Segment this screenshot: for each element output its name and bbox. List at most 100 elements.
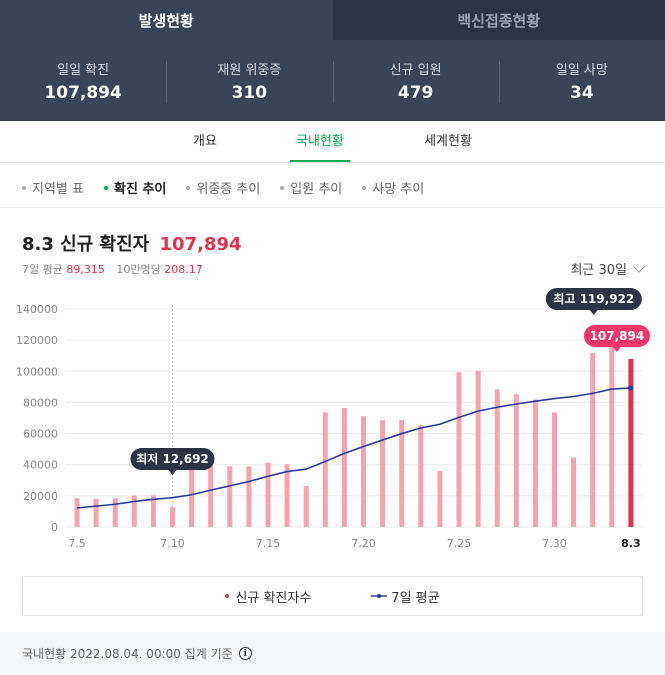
max-callout-bg	[545, 288, 642, 310]
x-tick-label: 8.3	[621, 537, 641, 550]
stat-value: 479	[397, 82, 434, 103]
y-tick-label: 40000	[23, 459, 58, 472]
tab-global[interactable]: 세계현황	[424, 134, 472, 149]
per-100k-label: 10만명당	[116, 263, 161, 276]
bar	[609, 340, 615, 527]
tab-vaccination[interactable]: 백신접종현황	[332, 0, 665, 40]
chart-headline: 8.3 신규 확진자 107,894	[22, 230, 242, 256]
bar	[361, 416, 366, 527]
divider	[0, 207, 665, 208]
bar	[475, 370, 481, 527]
chart-subline: 7일 평균 89,315 10만명당 208.17	[22, 261, 203, 277]
bullet-icon	[362, 185, 367, 190]
legend-label: 신규 확진자수	[235, 590, 312, 606]
headline-value: 107,894	[159, 234, 242, 255]
stat-label: 신규 입원	[389, 62, 442, 78]
filter-confirmed-trend[interactable]: 확진 추이	[103, 178, 167, 197]
bar	[150, 495, 156, 527]
filter-label: 입원 추이	[290, 182, 343, 197]
max-callout-text: 최고 119,922	[553, 291, 634, 306]
avg-label: 7일 평균	[22, 263, 63, 276]
filter-label: 확진 추이	[113, 182, 167, 197]
avg-line	[76, 387, 631, 509]
bullet-icon	[280, 185, 285, 190]
legend-label: 7일 평균	[391, 590, 440, 606]
bar	[494, 389, 500, 527]
stat-severe: 재원 위중증 310	[166, 59, 332, 103]
legend-line-icon	[371, 594, 388, 598]
bar	[74, 498, 80, 527]
stat-value: 34	[570, 82, 594, 103]
tab-occurrence[interactable]: 발생현황	[0, 0, 333, 40]
bar	[571, 457, 577, 527]
bar	[208, 464, 214, 527]
y-tick-label: 120000	[16, 334, 58, 347]
period-label: 최근 30일	[570, 263, 627, 278]
bar	[399, 420, 405, 527]
bar	[513, 394, 519, 527]
bar	[456, 372, 462, 527]
filter-label: 사망 추이	[372, 182, 425, 197]
stat-new-admission: 신규 입원 479	[332, 59, 499, 103]
period-dropdown[interactable]: 최근 30일	[570, 259, 645, 278]
x-tick-label: 7.25	[447, 537, 472, 550]
footer-note: 국내현황 2022.08.04. 00:00 집계 기준 i	[0, 632, 665, 675]
avg-value: 89,315	[66, 263, 105, 276]
bar	[628, 358, 634, 527]
filter-region-table[interactable]: 지역별 표	[22, 178, 84, 197]
filter-severe-trend[interactable]: 위중증 추이	[186, 178, 260, 197]
chart-legend: 신규 확진자수 7일 평균	[22, 576, 643, 616]
bullet-icon	[22, 185, 26, 190]
stat-label: 재원 위중증	[217, 62, 282, 78]
bar	[284, 464, 290, 527]
bar	[552, 412, 557, 527]
bar	[418, 425, 424, 527]
bar	[437, 471, 443, 527]
bar	[341, 408, 347, 527]
sub-tabs: 개요 국내현황 세계현황	[0, 121, 665, 163]
chevron-down-icon	[633, 260, 645, 273]
max-callout-pointer	[589, 310, 598, 315]
x-tick-label: 7.30	[542, 537, 567, 550]
bar	[532, 399, 538, 527]
bar	[590, 352, 596, 527]
stat-value: 310	[231, 82, 268, 103]
legend-item-avg: 7일 평균	[371, 587, 440, 606]
info-icon[interactable]: i	[238, 647, 252, 660]
per-100k-value: 208.17	[164, 263, 203, 276]
bar	[303, 486, 309, 527]
bar	[170, 507, 175, 527]
min-callout-text: 최저 12,692	[136, 451, 209, 466]
x-tick-label: 7.10	[160, 537, 185, 550]
filter-death-trend[interactable]: 사망 추이	[362, 178, 424, 197]
bullet-icon	[103, 185, 108, 190]
bar	[131, 495, 137, 527]
filter-admission-trend[interactable]: 입원 추이	[280, 178, 342, 197]
current-callout-pointer	[612, 347, 621, 352]
headline-date: 8.3	[22, 234, 54, 255]
filter-label: 위중증 추이	[196, 182, 261, 197]
stat-daily-deaths: 일일 사망 34	[498, 59, 665, 103]
footer-text: 국내현황 2022.08.04. 00:00 집계 기준	[22, 647, 233, 661]
min-callout-bg	[130, 448, 215, 470]
confirmed-chart: 020000400006000080000100000120000140000 …	[16, 288, 650, 550]
stat-daily-confirmed: 일일 확진 107,894	[0, 59, 166, 103]
y-tick-label: 0	[51, 521, 58, 534]
x-tick-label: 7.15	[256, 537, 281, 550]
headline-title: 신규 확진자	[60, 234, 150, 255]
tab-overview[interactable]: 개요	[193, 134, 217, 149]
tab-domestic[interactable]: 국내현황	[290, 121, 350, 162]
bar	[189, 468, 195, 527]
stat-label: 일일 확진	[57, 62, 110, 78]
bar	[246, 466, 252, 527]
y-tick-label: 140000	[16, 303, 58, 316]
bar	[265, 462, 271, 527]
avg-point	[628, 385, 634, 391]
chart-filters: 지역별 표 확진 추이 위중증 추이 입원 추이 사망 추이	[22, 178, 444, 197]
stats-summary: 일일 확진 107,894 재원 위중증 310 신규 입원 479 일일 사망…	[0, 40, 665, 121]
current-callout-bg	[583, 325, 650, 347]
bar	[380, 420, 386, 527]
y-tick-label: 80000	[23, 396, 58, 409]
bar	[322, 412, 328, 527]
bar	[93, 498, 99, 527]
